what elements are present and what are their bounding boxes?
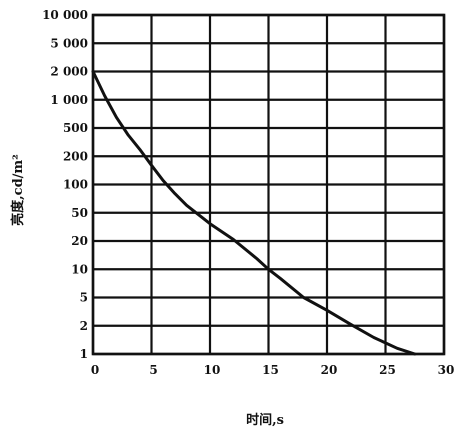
y-tick-label: 200	[63, 149, 88, 163]
x-tick-label: 25	[379, 363, 396, 377]
y-tick-label: 10 000	[42, 8, 88, 22]
y-tick-labels: 1 2 5 10 20 50 100 200 500 1 000 2 000 5 000 10 000	[42, 8, 88, 361]
decay-curve	[91, 70, 417, 356]
y-tick-label: 1	[80, 347, 88, 361]
x-axis-label: 时间,s	[246, 412, 284, 428]
x-tick-label: 0	[91, 363, 99, 377]
y-tick-label: 500	[63, 121, 88, 135]
y-tick-label: 5	[80, 291, 88, 305]
x-tick-label: 10	[204, 363, 221, 377]
grid	[91, 13, 446, 356]
x-tick-labels: 0 5 10 15 20 25 30	[91, 363, 455, 377]
y-tick-label: 50	[71, 206, 88, 220]
x-tick-label: 5	[149, 363, 157, 377]
y-tick-label: 5 000	[50, 36, 88, 50]
series-group	[91, 70, 417, 356]
x-tick-label: 30	[438, 363, 455, 377]
y-tick-label: 100	[63, 178, 88, 192]
y-tick-label: 2	[80, 319, 88, 333]
y-tick-label: 1 000	[50, 93, 88, 107]
plot-border	[91, 13, 446, 356]
y-axis-label: 亮度,cd/m²	[10, 154, 26, 226]
x-tick-label: 20	[321, 363, 338, 377]
x-tick-label: 15	[262, 363, 279, 377]
y-tick-label: 20	[71, 234, 88, 248]
y-tick-label: 2 000	[50, 65, 88, 79]
plot-frame	[91, 13, 446, 356]
y-tick-label: 10	[71, 262, 88, 276]
